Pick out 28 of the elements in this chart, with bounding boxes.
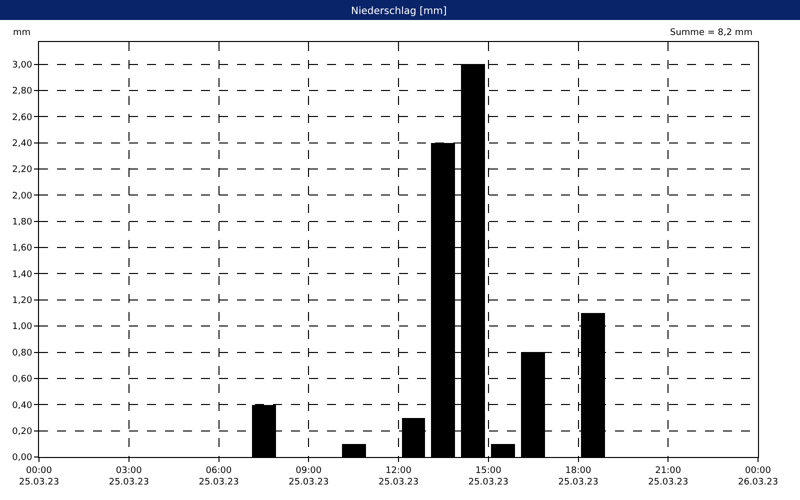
y-tick-label: 0,60 xyxy=(12,374,32,385)
x-tick-label: 06:00 25.03.23 xyxy=(198,466,239,488)
x-tick-label: 15:00 25.03.23 xyxy=(468,466,508,488)
y-tick-label: 2,20 xyxy=(12,165,32,176)
y-tick-label: 1,80 xyxy=(12,218,32,228)
y-tick-label: 2,80 xyxy=(12,86,32,97)
y-tick-label: 2,40 xyxy=(12,138,32,149)
text: Summe = 8,2 mm xyxy=(670,28,752,38)
y-tick-label: 1,60 xyxy=(12,244,32,254)
y-tick-label: 0,20 xyxy=(12,426,32,437)
x-tick-label: 21:00 25.03.23 xyxy=(648,466,688,488)
y-axis-title: mm xyxy=(13,28,31,38)
x-tick-label: 12:00 25.03.23 xyxy=(378,466,419,488)
y-tick-label: 0,40 xyxy=(12,400,32,411)
x-tick-label: 18:00 25.03.23 xyxy=(558,466,598,488)
x-tick-label: 00:00 26.03.23 xyxy=(738,466,778,488)
chart-title: Niederschlag [mm] xyxy=(351,6,447,17)
x-tick-label: 09:00 25.03.23 xyxy=(288,466,329,488)
y-tick-label: 1,40 xyxy=(12,270,32,280)
y-tick-label: 1,00 xyxy=(12,322,32,332)
y-tick-label: 3,00 xyxy=(12,60,32,70)
x-tick-label: 00:00 25.03.23 xyxy=(18,466,60,488)
y-tick-label: 2,60 xyxy=(12,112,32,123)
y-tick-label: 0,00 xyxy=(12,453,32,464)
y-tick-label: 1,20 xyxy=(12,296,32,306)
x-tick-label: 03:00 25.03.23 xyxy=(108,466,149,488)
y-tick-label: 0,80 xyxy=(12,348,32,358)
y-tick-label: 2,00 xyxy=(12,191,32,202)
